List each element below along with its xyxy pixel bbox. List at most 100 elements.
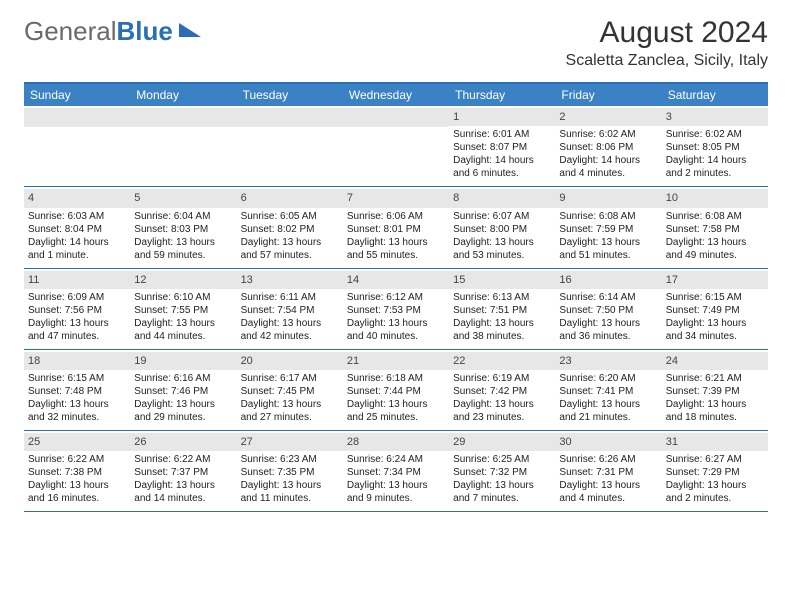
sunset-line: Sunset: 7:38 PM [28,466,126,479]
sunset-line: Sunset: 7:55 PM [134,304,232,317]
sunrise-line: Sunrise: 6:09 AM [28,291,126,304]
sunset-line: Sunset: 8:04 PM [28,223,126,236]
day-cell: 10Sunrise: 6:08 AMSunset: 7:58 PMDayligh… [662,187,768,267]
sunset-line: Sunset: 7:37 PM [134,466,232,479]
day-cell: 31Sunrise: 6:27 AMSunset: 7:29 PMDayligh… [662,431,768,511]
day-cell: 27Sunrise: 6:23 AMSunset: 7:35 PMDayligh… [237,431,343,511]
day-cell: 6 Sunrise: 6:05 AMSunset: 8:02 PMDaylight… [237,187,343,267]
daylight-line: Daylight: 13 hours and 42 minutes. [241,317,339,343]
day-cell: 12Sunrise: 6:10 AMSunset: 7:55 PMDayligh… [130,269,236,349]
sunset-line: Sunset: 7:53 PM [347,304,445,317]
sunrise-line: Sunrise: 6:15 AM [666,291,764,304]
day-cell: 18Sunrise: 6:15 AMSunset: 7:48 PMDayligh… [24,350,130,430]
sunrise-line: Sunrise: 6:05 AM [241,210,339,223]
day-number: 30 [555,433,661,451]
sunrise-line: Sunrise: 6:08 AM [666,210,764,223]
day-cell: 8Sunrise: 6:07 AMSunset: 8:00 PMDaylight… [449,187,555,267]
sunset-line: Sunset: 8:02 PM [241,223,339,236]
day-cell: 20Sunrise: 6:17 AMSunset: 7:45 PMDayligh… [237,350,343,430]
calendar-page: GeneralBlue August 2024 Scaletta Zanclea… [0,0,792,528]
sunset-line: Sunset: 8:07 PM [453,141,551,154]
sunset-line: Sunset: 7:48 PM [28,385,126,398]
daylight-line: Daylight: 13 hours and 16 minutes. [28,479,126,505]
sunrise-line: Sunrise: 6:02 AM [559,128,657,141]
day-number: 18 [24,352,130,370]
day-cell: 19Sunrise: 6:16 AMSunset: 7:46 PMDayligh… [130,350,236,430]
daylight-line: Daylight: 14 hours and 6 minutes. [453,154,551,180]
daylight-line: Daylight: 13 hours and 4 minutes. [559,479,657,505]
day-cell: 9Sunrise: 6:08 AMSunset: 7:59 PMDaylight… [555,187,661,267]
sunset-line: Sunset: 8:06 PM [559,141,657,154]
daylight-line: Daylight: 13 hours and 27 minutes. [241,398,339,424]
sunrise-line: Sunrise: 6:25 AM [453,453,551,466]
daylight-line: Daylight: 13 hours and 59 minutes. [134,236,232,262]
sunset-line: Sunset: 8:00 PM [453,223,551,236]
sunrise-line: Sunrise: 6:15 AM [28,372,126,385]
day-cell: 21Sunrise: 6:18 AMSunset: 7:44 PMDayligh… [343,350,449,430]
sunset-line: Sunset: 7:56 PM [28,304,126,317]
daylight-line: Daylight: 13 hours and 14 minutes. [134,479,232,505]
sunset-line: Sunset: 7:46 PM [134,385,232,398]
day-number: 31 [662,433,768,451]
day-number: 1 [449,108,555,126]
day-number: 6 [237,189,343,207]
sunrise-line: Sunrise: 6:03 AM [28,210,126,223]
week-row: 18 Sunrise: 6:15 AMSunset: 7:48 PM Dayligh… [24,350,768,431]
day-cell: 13Sunrise: 6:11 AMSunset: 7:54 PMDayligh… [237,269,343,349]
day-cell: 24Sunrise: 6:21 AMSunset: 7:39 PMDayligh… [662,350,768,430]
sunset-line: Sunset: 7:34 PM [347,466,445,479]
weekday-header: Monday [130,84,236,106]
day-cell: 16Sunrise: 6:14 AMSunset: 7:50 PMDayligh… [555,269,661,349]
sunrise-line: Sunrise: 6:21 AM [666,372,764,385]
day-number: 21 [343,352,449,370]
sunset-line: Sunset: 7:42 PM [453,385,551,398]
sunset-line: Sunset: 7:45 PM [241,385,339,398]
sunset-line: Sunset: 7:54 PM [241,304,339,317]
sunrise-line: Sunrise: 6:27 AM [666,453,764,466]
day-cell: 23Sunrise: 6:20 AMSunset: 7:41 PMDayligh… [555,350,661,430]
daylight-line: Daylight: 13 hours and 23 minutes. [453,398,551,424]
day-cell [237,106,343,186]
day-number [130,108,236,127]
daylight-line: Daylight: 13 hours and 57 minutes. [241,236,339,262]
weekday-header: Sunday [24,84,130,106]
logo-text: GeneralBlue [24,16,173,47]
sunrise-line: Sunrise: 6:11 AM [241,291,339,304]
day-cell [343,106,449,186]
day-cell: 30Sunrise: 6:26 AMSunset: 7:31 PMDayligh… [555,431,661,511]
weekday-header-row: SundayMondayTuesdayWednesdayThursdayFrid… [24,84,768,106]
daylight-line: Daylight: 13 hours and 21 minutes. [559,398,657,424]
sunrise-line: Sunrise: 6:01 AM [453,128,551,141]
sunset-line: Sunset: 7:29 PM [666,466,764,479]
day-number: 2 [555,108,661,126]
sunset-line: Sunset: 7:32 PM [453,466,551,479]
day-cell: 5Sunrise: 6:04 AMSunset: 8:03 PMDaylight… [130,187,236,267]
daylight-line: Daylight: 13 hours and 29 minutes. [134,398,232,424]
sunset-line: Sunset: 7:51 PM [453,304,551,317]
daylight-line: Daylight: 13 hours and 9 minutes. [347,479,445,505]
day-cell: 25 Sunrise: 6:22 AMSunset: 7:38 PMDayligh… [24,431,130,511]
day-number [24,108,130,127]
day-cell: 2Sunrise: 6:02 AMSunset: 8:06 PMDaylight… [555,106,661,186]
sunset-line: Sunset: 7:49 PM [666,304,764,317]
sunrise-line: Sunrise: 6:22 AM [28,453,126,466]
sunset-line: Sunset: 7:59 PM [559,223,657,236]
day-cell: 4Sunrise: 6:03 AMSunset: 8:04 PMDaylight… [24,187,130,267]
daylight-line: Daylight: 13 hours and 11 minutes. [241,479,339,505]
day-number: 3 [662,108,768,126]
sunrise-line: Sunrise: 6:24 AM [347,453,445,466]
sunset-line: Sunset: 7:31 PM [559,466,657,479]
daylight-line: Daylight: 13 hours and 25 minutes. [347,398,445,424]
header: GeneralBlue August 2024 Scaletta Zanclea… [24,16,768,70]
day-number: 25 [24,433,130,451]
month-title: August 2024 [566,16,768,50]
weeks-grid: 1Sunrise: 6:01 AMSunset: 8:07 PMDaylight… [24,106,768,512]
sunrise-line: Sunrise: 6:22 AM [134,453,232,466]
day-number: 14 [343,271,449,289]
logo-word1: General [24,16,117,46]
weekday-header: Tuesday [237,84,343,106]
daylight-line: Daylight: 14 hours and 1 minute. [28,236,126,262]
daylight-line: Daylight: 13 hours and 47 minutes. [28,317,126,343]
daylight-line: Daylight: 13 hours and 49 minutes. [666,236,764,262]
day-cell: 29Sunrise: 6:25 AMSunset: 7:32 PMDayligh… [449,431,555,511]
